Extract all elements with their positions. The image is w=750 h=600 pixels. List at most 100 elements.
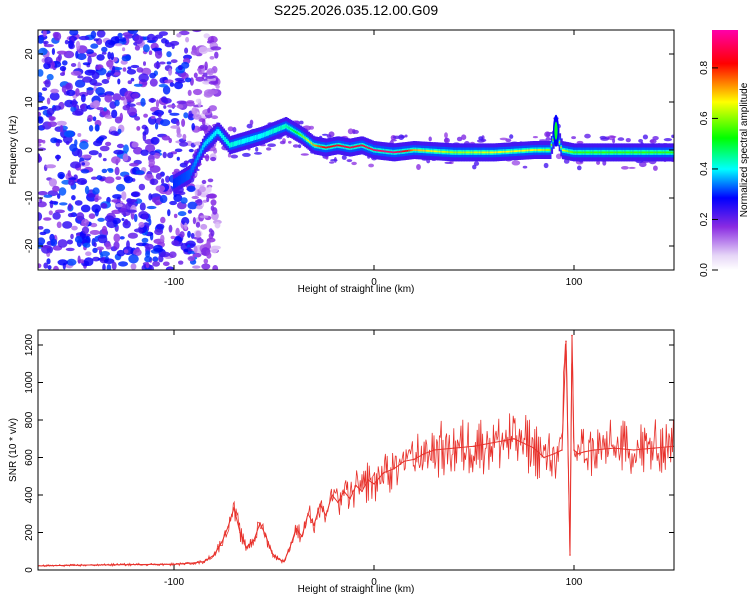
noise-blob <box>161 135 171 141</box>
noise-blob <box>116 249 125 257</box>
ridge-segment <box>445 151 448 153</box>
ridge-segment <box>477 151 480 154</box>
noise-blob <box>193 88 203 96</box>
noise-blob <box>38 237 46 246</box>
snr-point <box>193 562 195 564</box>
noise-blob <box>192 30 202 33</box>
halo-blob <box>351 161 357 166</box>
ridge-segment <box>574 151 578 154</box>
ridge-segment <box>637 151 640 154</box>
noise-blob <box>126 69 137 75</box>
ridge-segment <box>565 149 568 152</box>
snr-point <box>561 449 563 451</box>
noise-blob <box>106 264 112 270</box>
noise-blob <box>48 116 56 121</box>
ridge-segment <box>605 151 608 154</box>
noise-blob <box>52 212 61 220</box>
noise-blob <box>191 123 195 131</box>
ridge-segment <box>525 149 528 152</box>
noise-blob <box>167 152 174 159</box>
noise-blob <box>97 217 105 222</box>
ridge-segment <box>486 151 490 154</box>
ridge-segment <box>400 150 403 153</box>
ridge-segment <box>371 148 374 151</box>
ridge-segment <box>262 134 266 136</box>
ridge-segment <box>411 149 414 152</box>
noise-blob <box>195 205 203 210</box>
noise-blob <box>215 84 220 89</box>
noise-blob <box>123 144 129 154</box>
snr-marks <box>38 334 674 568</box>
noise-blob <box>144 126 149 135</box>
halo-blob <box>456 136 463 142</box>
ridge-segment <box>248 138 251 141</box>
noise-blob <box>88 125 94 132</box>
noise-blob <box>153 62 161 69</box>
noise-blob <box>190 232 195 239</box>
noise-blob <box>58 187 67 196</box>
ridge-segment <box>278 127 282 130</box>
noise-blob <box>155 185 166 192</box>
noise-blob <box>199 124 209 131</box>
ridge-segment <box>601 151 605 154</box>
ridge-segment <box>208 139 211 141</box>
noise-blob <box>88 150 99 156</box>
ridge-segment <box>190 169 194 172</box>
noise-blob <box>112 217 121 225</box>
ridge-segment <box>387 150 390 153</box>
y-tick-label: 0 <box>24 567 35 573</box>
halo-blob <box>543 162 549 169</box>
noise-blob <box>81 154 92 159</box>
ridge-segment <box>369 147 373 150</box>
noise-blob <box>153 244 163 252</box>
noise-blob <box>199 215 209 219</box>
noise-blob <box>41 245 51 249</box>
ridge-segment <box>475 151 478 154</box>
noise-blob <box>87 114 93 122</box>
noise-blob <box>144 243 154 250</box>
halo-blob <box>628 166 636 169</box>
halo-blob <box>522 165 528 169</box>
halo-blob <box>254 152 262 155</box>
ridge-segment <box>349 146 352 149</box>
noise-blob <box>210 156 217 162</box>
ridge-segment <box>182 177 186 179</box>
noise-blob <box>93 242 97 248</box>
noise-blob <box>181 217 190 226</box>
ridge-segment <box>593 151 597 154</box>
noise-blob <box>152 256 159 263</box>
noise-blob <box>96 246 104 251</box>
halo-blob <box>325 155 329 160</box>
noise-blob <box>187 89 192 96</box>
ridge-segment <box>632 151 635 154</box>
noise-blob <box>184 77 192 83</box>
noise-blob <box>114 43 123 47</box>
ridge-segment <box>211 135 214 138</box>
ridge-segment <box>617 151 621 154</box>
y-tick-label: 1000 <box>24 371 35 394</box>
noise-blob <box>145 250 151 258</box>
ridge-segment <box>654 151 658 154</box>
noise-blob <box>43 62 51 70</box>
noise-blob <box>52 105 62 111</box>
noise-blob <box>206 252 212 259</box>
snr-point <box>403 460 405 463</box>
noise-blob <box>130 263 137 270</box>
noise-blob <box>114 166 120 176</box>
y-tick-label: 0 <box>24 147 35 153</box>
noise-blob <box>165 175 170 183</box>
noise-blob <box>71 98 77 108</box>
x-tick-label: 0 <box>371 577 377 588</box>
x-tick-label: 0 <box>371 277 377 288</box>
ridge-segment <box>257 135 261 138</box>
ridge-segment <box>205 142 208 145</box>
snr-point <box>221 541 223 543</box>
noise-blob <box>148 218 152 226</box>
ridge-segment <box>579 151 582 154</box>
ridge-segment <box>237 141 240 144</box>
noise-blob <box>190 49 200 56</box>
ridge-segment <box>336 144 339 147</box>
noise-blob <box>122 105 130 111</box>
noise-blob <box>101 168 108 174</box>
